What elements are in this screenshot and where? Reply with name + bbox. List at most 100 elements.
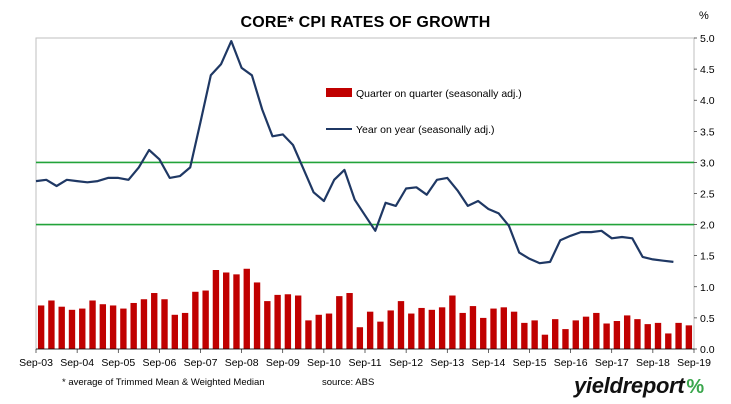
bar [68,309,76,349]
x-tick-label: Sep-13 [430,357,464,369]
bar [552,319,559,349]
bar [233,274,240,349]
x-tick-label: Sep-15 [513,357,547,369]
bar [623,315,631,349]
y-tick-label: 1.5 [700,251,715,263]
bar [212,270,220,349]
bar [593,312,600,349]
legend: Quarter on quarter (seasonally adj.) Yea… [326,88,522,136]
x-tick-label: Sep-16 [554,357,588,369]
bar [336,296,343,349]
x-axis-ticks: Sep-03 Sep-04 Sep-05 Sep-06 Sep-07 Sep-08 Sep-… [19,349,711,369]
bar [346,293,353,349]
x-tick-label: Sep-03 [19,357,53,369]
bar [490,308,497,349]
bar [634,319,641,349]
bar [89,300,96,349]
bar [510,311,518,349]
bar [58,306,65,349]
bar [644,324,651,349]
bar [521,322,528,349]
bar [243,268,250,349]
y-tick-label: 5.0 [700,33,715,45]
x-tick-label: Sep-17 [595,357,629,369]
bar [665,333,672,349]
bar [469,306,477,349]
bar [181,312,189,349]
bar [315,314,322,349]
bar [202,290,209,349]
bar [161,299,168,349]
footnote: * average of Trimmed Mean & Weighted Med… [62,377,265,388]
bar [572,320,579,349]
bar [438,307,446,349]
bar [562,329,569,349]
bar [397,301,405,349]
bar [99,304,107,349]
y-tick-label: 2.5 [700,189,715,201]
x-tick-label: Sep-04 [60,357,94,369]
bar [253,282,261,349]
yieldreport-logo[interactable]: yieldreport% [574,373,704,399]
bar [120,308,127,349]
x-tick-label: Sep-09 [266,357,300,369]
x-tick-label: Sep-18 [636,357,670,369]
bar [192,291,199,349]
y-tick-label: 4.5 [700,64,715,76]
x-tick-label: Sep-10 [307,357,341,369]
bar [603,323,610,349]
bar [171,314,178,349]
legend-label-bar: Quarter on quarter (seasonally adj.) [356,88,522,100]
bar [654,322,662,349]
bar [582,316,590,349]
y-tick-label: 0.5 [700,313,715,325]
bar [387,310,394,349]
bar [325,313,333,349]
year-on-year-line [35,40,674,265]
y-tick-label: 4.0 [700,95,715,107]
bar [613,321,621,349]
bar [418,307,425,349]
bar [377,321,384,349]
bar [274,294,281,349]
reference-lines [36,161,694,226]
y-tick-label: 3.5 [700,126,715,138]
bar [480,317,487,349]
bar [675,322,682,349]
bar [500,307,507,349]
bar [151,293,158,349]
bar [449,295,456,349]
bar [109,305,117,349]
bar [48,300,55,349]
bar-series [37,268,693,349]
bar [685,325,693,349]
bar [79,308,86,349]
x-tick-label: Sep-11 [348,357,381,369]
x-tick-label: Sep-06 [142,357,176,369]
y-tick-label: 2.0 [700,220,715,232]
x-tick-label: Sep-08 [225,357,259,369]
bar [408,313,415,349]
bar [294,295,302,349]
bar [356,327,364,349]
chart-title: CORE* CPI RATES OF GROWTH [240,14,491,31]
bar [531,320,538,349]
bar [284,294,292,349]
x-tick-label: Sep-12 [389,357,423,369]
y-tick-label: 3.0 [700,157,715,169]
bar [305,320,312,349]
legend-swatch-bar [326,88,352,97]
x-tick-label: Sep-05 [101,357,135,369]
bar [140,299,148,349]
x-tick-label: Sep-14 [471,357,505,369]
source-note: source: ABS [322,377,375,388]
bar [366,311,374,349]
bar [459,312,466,349]
y-axis-unit: % [699,10,709,22]
plot-frame [35,37,695,350]
logo-text: yieldreport [574,373,685,398]
bar [223,272,230,349]
bar [264,301,271,349]
bar [541,334,549,349]
